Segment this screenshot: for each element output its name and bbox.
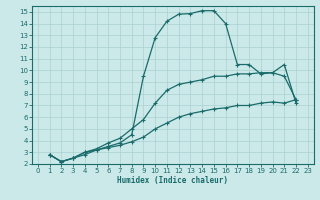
X-axis label: Humidex (Indice chaleur): Humidex (Indice chaleur) — [117, 176, 228, 185]
